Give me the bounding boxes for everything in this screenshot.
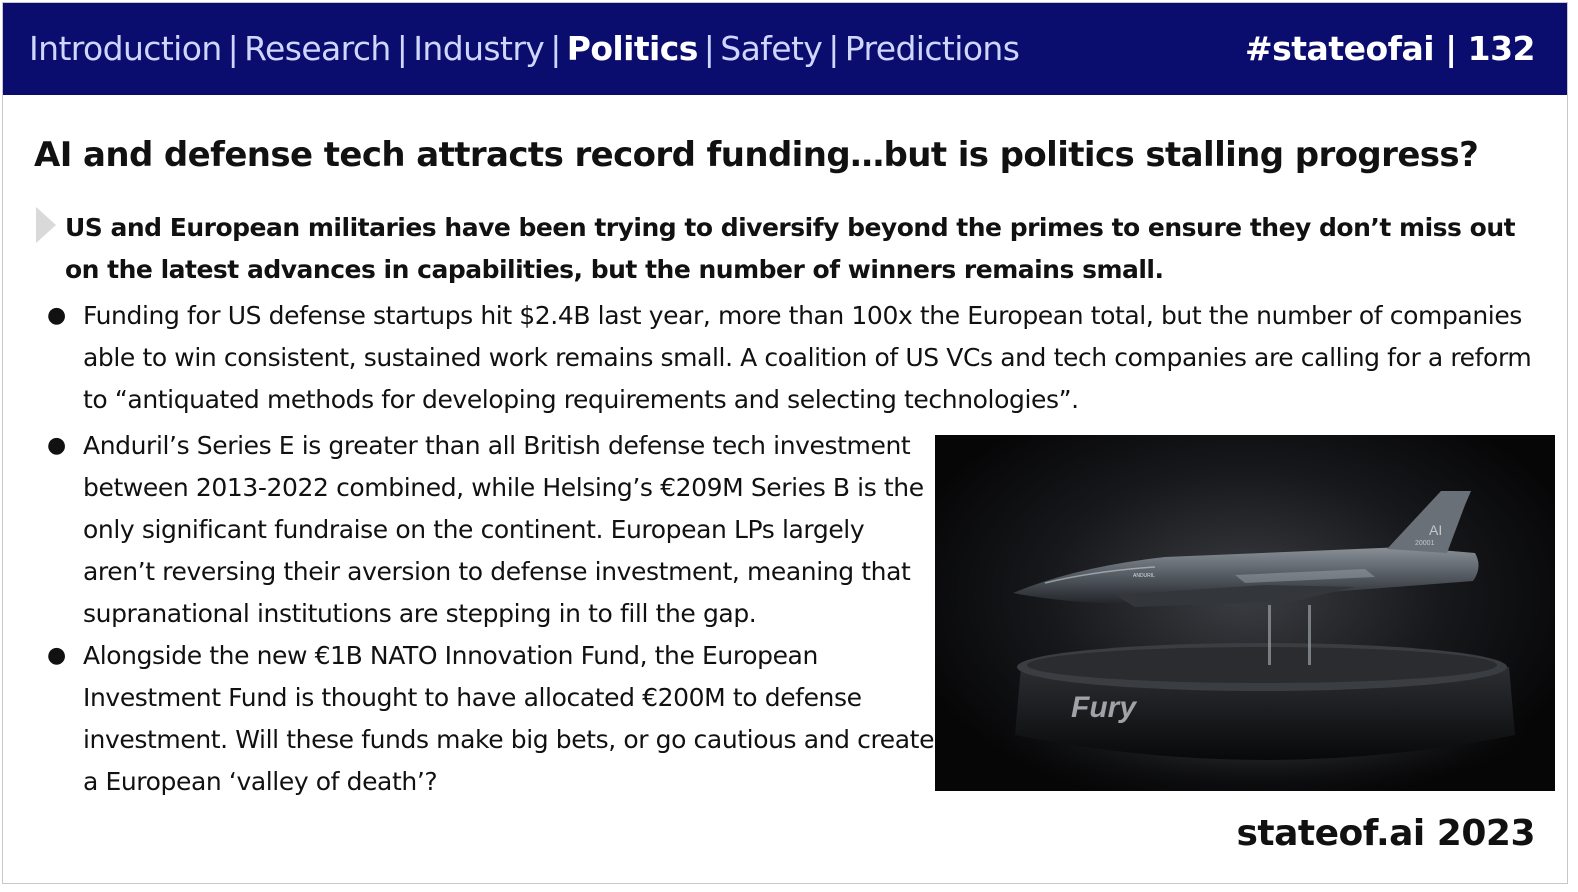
bullet-text: Alongside the new €1B NATO Innovation Fu…: [83, 641, 935, 796]
section-nav: Introduction | Research | Industry | Politics |…: [29, 29, 1020, 68]
tail-marking: AI: [1429, 522, 1442, 538]
top-navigation-bar: Introduction | Research | Industry | Politics |…: [3, 3, 1567, 95]
slide-title: AI and defense tech attracts record fund…: [34, 135, 1479, 175]
footer-brand: stateof.ai 2023: [1236, 813, 1535, 854]
bullet-item: ● Anduril’s Series E is greater than all…: [43, 425, 943, 635]
pedestal-label: Fury: [1071, 691, 1137, 724]
bullet-text: Anduril’s Series E is greater than all B…: [83, 431, 924, 628]
slide-number-tag: #stateofai | 132: [1244, 29, 1536, 68]
bullet-list: ● Funding for US defense startups hit $2…: [43, 295, 1543, 803]
tail-number: 20001: [1415, 540, 1435, 547]
aircraft-photo: AI 20001 ANDURIL Fury: [935, 435, 1555, 791]
bullet-dot-icon: ●: [47, 303, 66, 328]
lead-summary: US and European militaries have been try…: [65, 213, 1516, 284]
bullet-dot-icon: ●: [47, 643, 66, 668]
lead-arrow-icon: [36, 207, 56, 243]
nav-item-research[interactable]: Research: [244, 29, 391, 68]
nav-item-industry[interactable]: Industry: [413, 29, 545, 68]
nav-item-predictions[interactable]: Predictions: [844, 29, 1020, 68]
nav-separator: |: [550, 29, 561, 68]
nav-item-safety[interactable]: Safety: [720, 29, 823, 68]
nav-separator: |: [828, 29, 839, 68]
bullet-dot-icon: ●: [47, 433, 66, 458]
bullet-text: Funding for US defense startups hit $2.4…: [83, 301, 1532, 414]
fuselage-marking: ANDURIL: [1133, 573, 1155, 579]
bullet-item: ● Alongside the new €1B NATO Innovation …: [43, 635, 943, 803]
aircraft-on-display-stand-icon: AI 20001 ANDURIL Fury: [965, 491, 1555, 791]
nav-item-politics[interactable]: Politics: [566, 29, 699, 68]
bullet-item: ● Funding for US defense startups hit $2…: [43, 295, 1543, 421]
nav-separator: |: [227, 29, 239, 68]
nav-separator: |: [703, 29, 715, 68]
nav-item-introduction[interactable]: Introduction: [29, 29, 222, 68]
nav-separator: |: [396, 29, 408, 68]
